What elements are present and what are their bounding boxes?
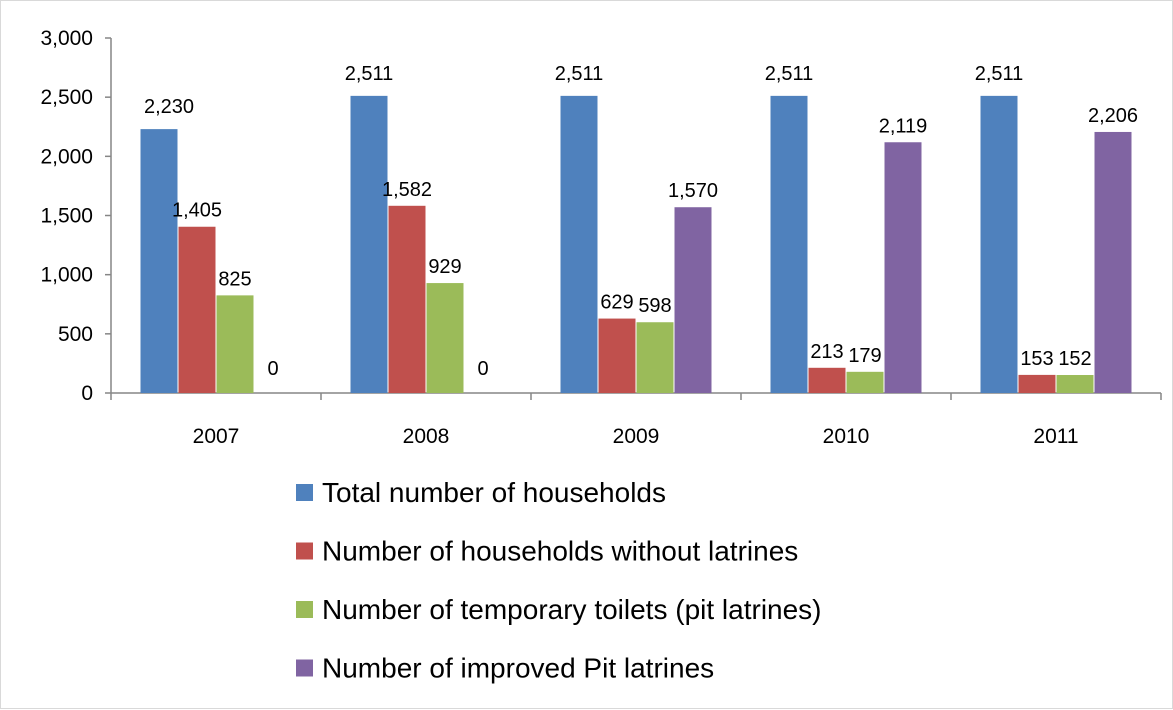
bar <box>770 95 808 394</box>
bar <box>1094 131 1132 393</box>
y-tick-label: 0 <box>81 382 93 405</box>
bar <box>1056 375 1094 393</box>
data-label: 2,511 <box>345 63 394 85</box>
data-label: 152 <box>1058 348 1091 370</box>
bar <box>808 367 846 393</box>
data-label: 2,511 <box>555 63 604 85</box>
x-tick-label: 2011 <box>1033 425 1078 448</box>
bar <box>140 129 178 393</box>
x-tick-label: 2009 <box>613 425 660 448</box>
legend-entry: Number of temporary toilets (pit latrine… <box>322 594 822 625</box>
y-tick-label: 1,000 <box>40 264 93 287</box>
bar <box>884 142 922 393</box>
bar <box>426 283 464 393</box>
data-label: 629 <box>600 292 633 314</box>
legend-swatch <box>296 542 313 560</box>
legend-swatch <box>296 484 313 501</box>
y-tick-label: 500 <box>58 323 93 346</box>
y-tick-label: 2,000 <box>40 145 93 168</box>
data-label: 2,230 <box>144 96 194 118</box>
y-tick-label: 1,500 <box>40 205 93 228</box>
data-label: 1,582 <box>382 179 432 201</box>
legend-swatch <box>296 601 313 618</box>
data-label: 179 <box>848 345 881 367</box>
legend-swatch <box>296 659 313 677</box>
bar <box>388 205 426 393</box>
x-tick-label: 2008 <box>403 425 450 448</box>
legend-entry: Number of households without latrines <box>322 536 798 567</box>
y-tick-label: 3,000 <box>40 27 93 50</box>
bar <box>636 322 674 393</box>
bar <box>178 226 216 393</box>
bar <box>1018 374 1056 393</box>
data-label: 153 <box>1020 348 1053 370</box>
data-label: 929 <box>428 256 461 278</box>
data-label: 825 <box>218 268 251 290</box>
bar <box>560 95 598 394</box>
bar <box>350 95 388 394</box>
data-label: 0 <box>267 358 278 380</box>
bar <box>980 95 1018 394</box>
data-label: 0 <box>477 358 488 380</box>
bar <box>674 207 712 393</box>
y-tick-label: 2,500 <box>40 86 93 109</box>
bar <box>216 295 254 393</box>
data-label: 213 <box>810 341 843 363</box>
data-label: 1,405 <box>172 200 222 222</box>
data-label: 598 <box>638 295 671 317</box>
bar <box>846 371 884 393</box>
x-tick-label: 2010 <box>823 425 870 448</box>
data-label: 2,511 <box>765 63 814 85</box>
legend-entry: Total number of households <box>322 477 666 508</box>
data-label: 2,206 <box>1088 105 1138 127</box>
data-label: 1,570 <box>668 180 718 202</box>
x-tick-label: 2007 <box>193 425 240 448</box>
data-label: 2,119 <box>879 115 928 137</box>
legend-entry: Number of improved Pit latrines <box>322 653 714 684</box>
bar <box>598 318 636 393</box>
data-label: 2,511 <box>975 63 1024 85</box>
